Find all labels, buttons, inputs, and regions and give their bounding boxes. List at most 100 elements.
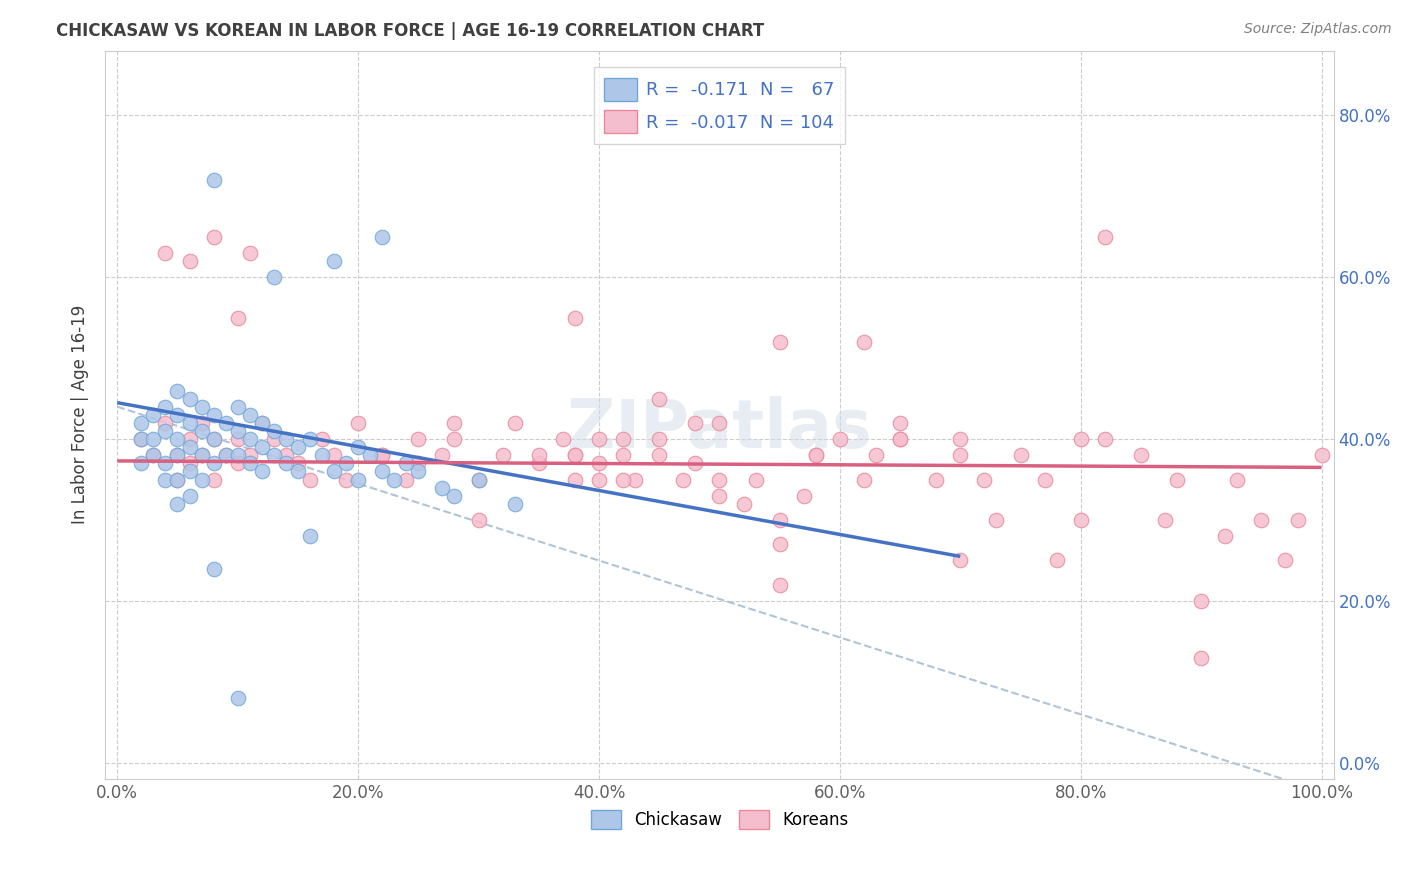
- Point: [263, 432, 285, 446]
- Point: [190, 424, 212, 438]
- Point: [202, 561, 225, 575]
- Point: [347, 473, 370, 487]
- Point: [564, 310, 586, 325]
- Point: [311, 432, 333, 446]
- Point: [467, 473, 489, 487]
- Point: [142, 432, 165, 446]
- Point: [551, 432, 574, 446]
- Point: [166, 473, 188, 487]
- Point: [467, 513, 489, 527]
- Point: [1166, 473, 1188, 487]
- Point: [371, 229, 394, 244]
- Point: [323, 254, 346, 268]
- Point: [263, 424, 285, 438]
- Text: Source: ZipAtlas.com: Source: ZipAtlas.com: [1244, 22, 1392, 37]
- Point: [214, 448, 236, 462]
- Point: [949, 448, 972, 462]
- Legend: Chickasaw, Koreans: Chickasaw, Koreans: [583, 804, 855, 836]
- Point: [804, 448, 827, 462]
- Point: [226, 432, 249, 446]
- Point: [239, 448, 262, 462]
- Point: [395, 473, 418, 487]
- Point: [624, 473, 647, 487]
- Point: [769, 578, 792, 592]
- Point: [852, 473, 875, 487]
- Point: [190, 416, 212, 430]
- Point: [274, 448, 297, 462]
- Point: [214, 416, 236, 430]
- Point: [131, 456, 153, 470]
- Point: [1129, 448, 1152, 462]
- Point: [142, 448, 165, 462]
- Point: [672, 473, 695, 487]
- Point: [190, 448, 212, 462]
- Point: [239, 408, 262, 422]
- Point: [226, 424, 249, 438]
- Point: [1213, 529, 1236, 543]
- Point: [155, 416, 177, 430]
- Point: [155, 246, 177, 260]
- Point: [432, 448, 454, 462]
- Point: [131, 432, 153, 446]
- Point: [190, 473, 212, 487]
- Point: [202, 432, 225, 446]
- Point: [769, 537, 792, 551]
- Point: [395, 456, 418, 470]
- Point: [226, 400, 249, 414]
- Point: [166, 448, 188, 462]
- Point: [1094, 229, 1116, 244]
- Point: [588, 456, 610, 470]
- Point: [408, 456, 430, 470]
- Point: [1046, 553, 1069, 567]
- Point: [612, 473, 634, 487]
- Point: [1189, 650, 1212, 665]
- Point: [214, 448, 236, 462]
- Point: [889, 432, 911, 446]
- Point: [371, 465, 394, 479]
- Point: [443, 489, 465, 503]
- Point: [648, 448, 671, 462]
- Point: [852, 334, 875, 349]
- Point: [949, 432, 972, 446]
- Point: [250, 440, 273, 454]
- Point: [179, 416, 201, 430]
- Point: [1094, 432, 1116, 446]
- Point: [166, 473, 188, 487]
- Point: [287, 440, 309, 454]
- Point: [491, 448, 513, 462]
- Point: [527, 448, 550, 462]
- Point: [467, 473, 489, 487]
- Point: [709, 416, 731, 430]
- Point: [443, 416, 465, 430]
- Point: [202, 432, 225, 446]
- Point: [131, 432, 153, 446]
- Point: [311, 448, 333, 462]
- Point: [588, 432, 610, 446]
- Point: [323, 448, 346, 462]
- Point: [155, 424, 177, 438]
- Point: [1310, 448, 1333, 462]
- Point: [685, 416, 707, 430]
- Point: [889, 432, 911, 446]
- Point: [828, 432, 851, 446]
- Point: [648, 392, 671, 406]
- Point: [166, 497, 188, 511]
- Point: [408, 465, 430, 479]
- Point: [1070, 432, 1092, 446]
- Point: [226, 456, 249, 470]
- Point: [335, 456, 357, 470]
- Point: [733, 497, 755, 511]
- Point: [1226, 473, 1249, 487]
- Text: ZIPatlas: ZIPatlas: [567, 396, 872, 462]
- Point: [155, 473, 177, 487]
- Point: [889, 416, 911, 430]
- Point: [1286, 513, 1309, 527]
- Point: [973, 473, 995, 487]
- Point: [564, 448, 586, 462]
- Point: [371, 448, 394, 462]
- Point: [769, 513, 792, 527]
- Point: [239, 432, 262, 446]
- Point: [287, 456, 309, 470]
- Point: [179, 489, 201, 503]
- Point: [142, 448, 165, 462]
